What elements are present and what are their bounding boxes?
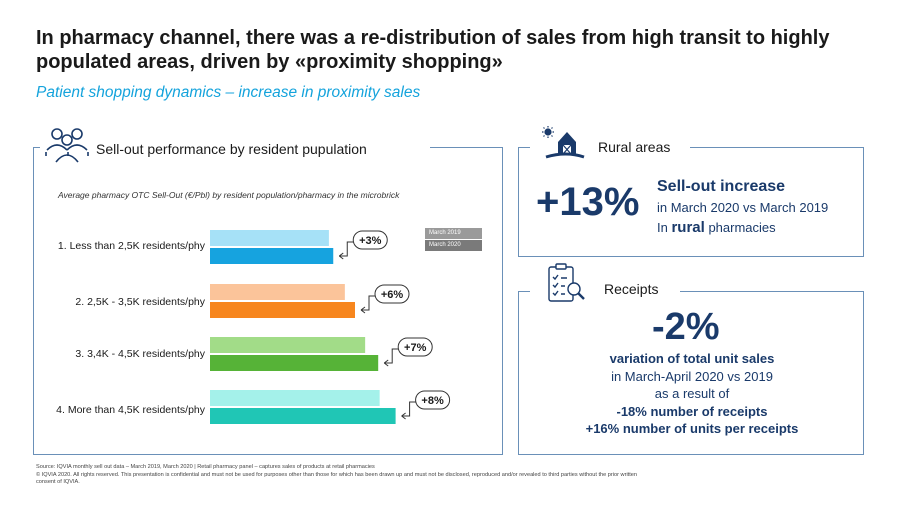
receipts-line3: as a result of	[654, 386, 730, 401]
page-subtitle: Patient shopping dynamics – increase in …	[36, 84, 421, 101]
growth-label: +6%	[381, 289, 404, 301]
category-label: 4. More than 4,5K residents/phy	[56, 404, 205, 416]
legend-march-2019: March 2019	[425, 228, 482, 239]
footer-source: Source: IQVIA monthly sell out data – Ma…	[36, 464, 375, 470]
growth-connector	[361, 295, 375, 311]
growth-arrow	[401, 412, 406, 420]
chart-title: Average pharmacy OTC Sell-Out (€/Pbl) by…	[58, 190, 400, 200]
bar-march-2020	[210, 355, 379, 371]
rural-line3: In rural pharmacies	[657, 219, 776, 236]
growth-badge	[397, 337, 433, 357]
receipts-line1: variation of total unit sales	[609, 351, 775, 366]
bar-march-2019	[210, 284, 345, 300]
receipts-heading: Receipts	[604, 281, 659, 297]
growth-connector	[339, 241, 354, 257]
footer: Source: IQVIA monthly sell out data – Ma…	[36, 464, 876, 487]
growth-arrow	[383, 359, 389, 367]
footer-consent: consent of IQVIA.	[36, 479, 80, 485]
bar-march-2019	[210, 337, 366, 353]
bar-march-2019	[210, 230, 329, 246]
growth-arrow	[360, 306, 366, 314]
receipts-text: variation of total unit sales in March-A…	[520, 350, 864, 438]
people-group-icon	[45, 128, 89, 163]
growth-badge	[352, 230, 388, 250]
rural-line2: in March 2020 vs March 2019	[657, 200, 829, 215]
barn-sun-icon	[542, 126, 585, 159]
category-label: 2. 2,5K - 3,5K residents/phy	[75, 296, 205, 308]
growth-connector	[401, 401, 416, 417]
growth-badge	[374, 284, 410, 304]
growth-label: +8%	[421, 395, 444, 407]
rural-panel	[518, 147, 864, 257]
bar-march-2019	[210, 390, 380, 406]
bar-march-2020	[210, 302, 355, 318]
receipts-line2: in March-April 2020 vs 2019	[611, 368, 773, 384]
legend-march-2020: March 2020	[425, 240, 482, 251]
growth-connector	[384, 348, 399, 364]
rural-value: +13%	[536, 180, 640, 224]
receipts-value: -2%	[652, 306, 720, 348]
category-label: 1. Less than 2,5K residents/phy	[57, 240, 205, 252]
bar-march-2020	[210, 248, 334, 264]
receipts-line5: +16% number of units per receipts	[585, 421, 799, 436]
receipts-panel	[518, 291, 864, 455]
bar-march-2020	[210, 408, 396, 424]
footer-copyright: © IQVIA 2020. All rights reserved. This …	[36, 471, 638, 478]
receipts-line4: -18% number of receipts	[616, 403, 768, 419]
growth-label: +3%	[359, 235, 382, 247]
growth-label: +7%	[404, 342, 427, 354]
growth-arrow	[338, 252, 344, 260]
rural-line1: Sell-out increase	[657, 178, 786, 195]
chart-legend: March 2019 March 2020	[425, 228, 482, 252]
sellout-heading: Sell-out performance by resident pupulat…	[96, 141, 367, 157]
page-title: In pharmacy channel, there was a re-dist…	[36, 27, 830, 73]
category-label: 3. 3,4K - 4,5K residents/phy	[75, 348, 205, 360]
checklist-magnifier-icon	[548, 263, 585, 302]
rural-heading: Rural areas	[598, 139, 671, 155]
growth-badge	[415, 390, 451, 410]
